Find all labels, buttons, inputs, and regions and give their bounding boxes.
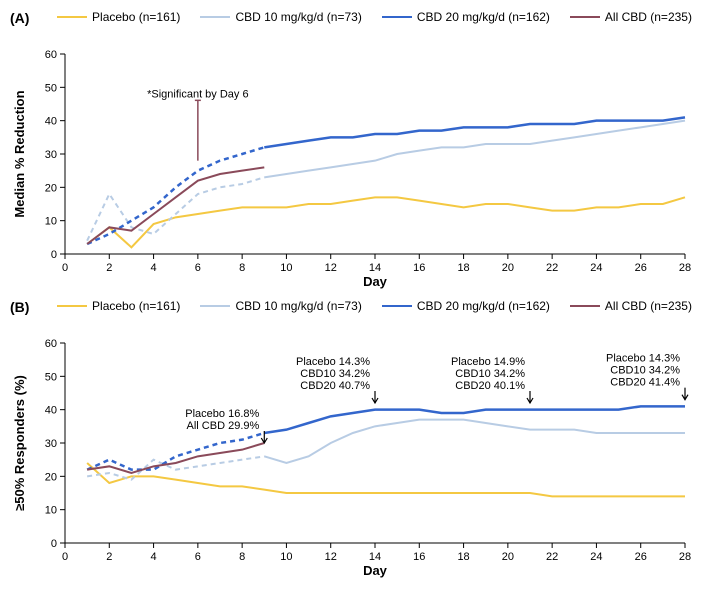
legend-label-placebo-b: Placebo (n=161) [92, 299, 180, 313]
legend-cbd20-b: CBD 20 mg/kg/d (n=162) [382, 299, 550, 313]
legend-label-allcbd-b: All CBD (n=235) [605, 299, 692, 313]
svg-text:30: 30 [45, 438, 57, 450]
svg-text:4: 4 [151, 551, 157, 563]
svg-text:50: 50 [45, 82, 57, 94]
svg-text:8: 8 [239, 262, 245, 274]
legend-cbd20: CBD 20 mg/kg/d (n=162) [382, 10, 550, 24]
svg-text:18: 18 [457, 262, 469, 274]
svg-text:CBD10 34.2%: CBD10 34.2% [455, 368, 525, 380]
legend-swatch-cbd10-b [200, 305, 230, 307]
svg-text:6: 6 [195, 262, 201, 274]
legend-swatch-cbd20 [382, 16, 412, 19]
legend-swatch-allcbd [570, 16, 600, 18]
legend-swatch-allcbd-b [570, 305, 600, 307]
legend-label-cbd20-b: CBD 20 mg/kg/d (n=162) [417, 299, 550, 313]
svg-text:All CBD 29.9%: All CBD 29.9% [187, 420, 260, 432]
legend-swatch-placebo [57, 16, 87, 18]
panel-b: (B) Placebo (n=161) CBD 10 mg/kg/d (n=73… [10, 299, 699, 578]
legend-a: Placebo (n=161) CBD 10 mg/kg/d (n=73) CB… [10, 10, 699, 24]
svg-text:22: 22 [546, 262, 558, 274]
svg-text:2: 2 [106, 551, 112, 563]
svg-text:28: 28 [679, 262, 691, 274]
svg-text:0: 0 [51, 538, 57, 550]
svg-text:20: 20 [502, 262, 514, 274]
legend-allcbd-b: All CBD (n=235) [570, 299, 692, 313]
svg-text:0: 0 [62, 551, 68, 563]
svg-text:Placebo 16.8%: Placebo 16.8% [185, 408, 259, 420]
svg-text:26: 26 [635, 262, 647, 274]
svg-text:24: 24 [590, 262, 602, 274]
svg-text:20: 20 [45, 471, 57, 483]
svg-text:4: 4 [151, 262, 157, 274]
svg-text:16: 16 [413, 262, 425, 274]
svg-text:Placebo 14.9%: Placebo 14.9% [451, 356, 525, 368]
svg-text:60: 60 [45, 338, 57, 350]
svg-text:Day: Day [363, 563, 388, 578]
legend-placebo-b: Placebo (n=161) [57, 299, 180, 313]
legend-allcbd: All CBD (n=235) [570, 10, 692, 24]
legend-label-cbd10-b: CBD 10 mg/kg/d (n=73) [235, 299, 361, 313]
svg-text:2: 2 [106, 262, 112, 274]
legend-label-placebo: Placebo (n=161) [92, 10, 180, 24]
legend-cbd10-b: CBD 10 mg/kg/d (n=73) [200, 299, 361, 313]
svg-text:12: 12 [325, 262, 337, 274]
svg-text:16: 16 [413, 551, 425, 563]
svg-text:18: 18 [457, 551, 469, 563]
svg-text:8: 8 [239, 551, 245, 563]
svg-text:Median % Reduction: Median % Reduction [12, 90, 27, 217]
legend-b: Placebo (n=161) CBD 10 mg/kg/d (n=73) CB… [10, 299, 699, 313]
chart-container: (A) Placebo (n=161) CBD 10 mg/kg/d (n=73… [10, 10, 699, 578]
svg-text:Placebo 14.3%: Placebo 14.3% [296, 356, 370, 368]
svg-text:50: 50 [45, 371, 57, 383]
legend-swatch-cbd20-b [382, 305, 412, 308]
svg-text:10: 10 [280, 262, 292, 274]
legend-label-cbd20: CBD 20 mg/kg/d (n=162) [417, 10, 550, 24]
svg-text:20: 20 [502, 551, 514, 563]
svg-text:CBD20 40.7%: CBD20 40.7% [300, 380, 370, 392]
svg-text:40: 40 [45, 405, 57, 417]
svg-text:10: 10 [280, 551, 292, 563]
chart-a-svg: 01020304050600246810121416182022242628Da… [10, 29, 700, 289]
svg-text:0: 0 [62, 262, 68, 274]
svg-text:24: 24 [590, 551, 602, 563]
svg-text:28: 28 [679, 551, 691, 563]
panel-b-label: (B) [10, 299, 29, 315]
panel-a: (A) Placebo (n=161) CBD 10 mg/kg/d (n=73… [10, 10, 699, 289]
svg-text:22: 22 [546, 551, 558, 563]
svg-text:14: 14 [369, 262, 381, 274]
svg-text:CBD20 41.4%: CBD20 41.4% [610, 377, 680, 389]
panel-a-label: (A) [10, 10, 29, 26]
legend-swatch-cbd10 [200, 16, 230, 18]
svg-text:6: 6 [195, 551, 201, 563]
svg-text:0: 0 [51, 249, 57, 261]
svg-text:Placebo 14.3%: Placebo 14.3% [606, 353, 680, 365]
svg-text:60: 60 [45, 49, 57, 61]
svg-text:30: 30 [45, 149, 57, 161]
svg-text:20: 20 [45, 182, 57, 194]
svg-text:≥50% Responders (%): ≥50% Responders (%) [12, 375, 27, 511]
legend-cbd10: CBD 10 mg/kg/d (n=73) [200, 10, 361, 24]
svg-text:12: 12 [325, 551, 337, 563]
svg-text:Day: Day [363, 274, 388, 289]
legend-swatch-placebo-b [57, 305, 87, 307]
svg-text:*Significant by Day 6: *Significant by Day 6 [147, 88, 249, 100]
svg-text:CBD20 40.1%: CBD20 40.1% [455, 380, 525, 392]
svg-text:40: 40 [45, 116, 57, 128]
legend-label-allcbd: All CBD (n=235) [605, 10, 692, 24]
chart-b-svg: 01020304050600246810121416182022242628Da… [10, 318, 700, 578]
legend-label-cbd10: CBD 10 mg/kg/d (n=73) [235, 10, 361, 24]
svg-text:10: 10 [45, 216, 57, 228]
svg-text:26: 26 [635, 551, 647, 563]
svg-text:CBD10 34.2%: CBD10 34.2% [610, 365, 680, 377]
svg-text:14: 14 [369, 551, 381, 563]
svg-text:10: 10 [45, 505, 57, 517]
svg-text:CBD10 34.2%: CBD10 34.2% [300, 368, 370, 380]
legend-placebo: Placebo (n=161) [57, 10, 180, 24]
